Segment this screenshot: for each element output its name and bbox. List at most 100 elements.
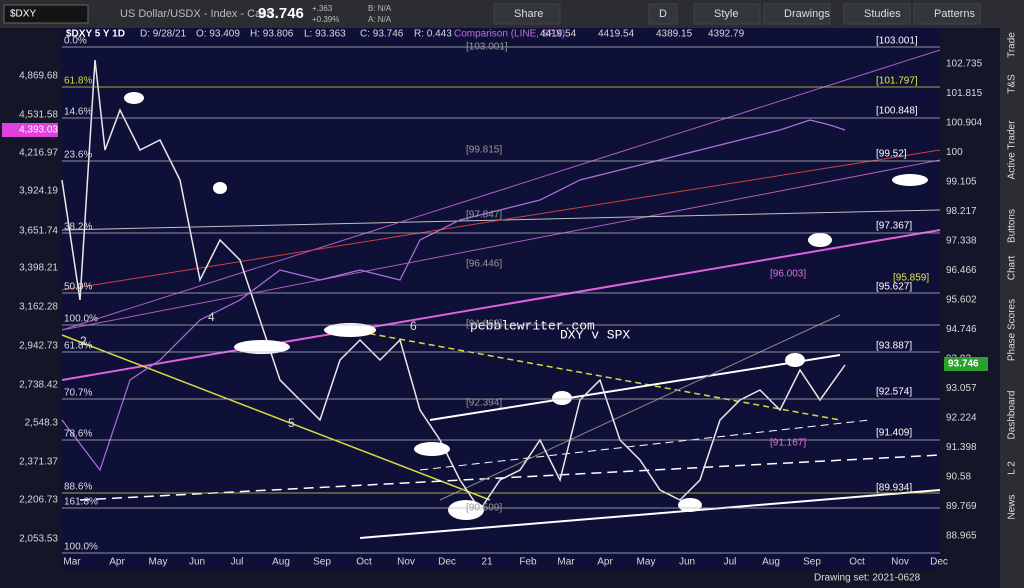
legend-symbol: $DXY 5 Y 1D (66, 29, 125, 40)
mid-label: [99.815] (466, 145, 502, 156)
trend-line (349, 329, 841, 421)
channel-line (359, 489, 941, 539)
marker (324, 323, 376, 337)
comparison-value: 4392.79 (708, 29, 745, 40)
toolbar-button-label[interactable]: Share (514, 8, 543, 20)
left-axis-label: 2,206.73 (19, 495, 58, 506)
toolbar-button[interactable] (493, 3, 561, 25)
x-axis-label: Jul (724, 557, 737, 568)
right-axis-label: 95.602 (946, 295, 977, 306)
x-axis-label: Aug (272, 557, 290, 568)
side-tab[interactable]: Active Trader (1007, 120, 1018, 180)
side-tab[interactable]: Trade (1007, 32, 1018, 58)
left-axis-label: 2,942.73 (19, 341, 58, 352)
right-axis-label: 93.057 (946, 383, 977, 394)
side-tab[interactable]: T&S (1007, 74, 1018, 94)
left-axis-label: 2,548.3 (25, 418, 59, 429)
right-axis-label: 97.338 (946, 236, 977, 247)
right-axis-label: 91.398 (946, 442, 977, 453)
wave-label: 4 (208, 310, 215, 324)
right-axis-label: 100.904 (946, 118, 983, 129)
channel-line (419, 419, 871, 471)
marker (414, 442, 450, 456)
comparison-value: 4419.54 (540, 29, 577, 40)
toolbar-button-label[interactable]: D (659, 8, 667, 20)
right-axis-label: 92.224 (946, 413, 977, 424)
x-axis-label: Feb (519, 557, 537, 568)
toolbar-button-label[interactable]: Studies (864, 8, 901, 20)
level-label: [96.003] (770, 269, 806, 280)
toolbar-button-label[interactable]: Patterns (934, 8, 975, 20)
fib-label: 38.2% (64, 222, 92, 233)
x-axis-label: Apr (109, 557, 125, 568)
level-label: [97.367] (876, 221, 912, 232)
x-axis-label: Apr (597, 557, 613, 568)
left-axis-label: 4,393.03 (19, 125, 58, 136)
channel-line (429, 354, 841, 421)
symbol-box[interactable] (3, 4, 89, 24)
mid-label: [103.001] (466, 42, 508, 53)
legend-high: H: 93.806 (250, 29, 294, 40)
x-axis-label: 21 (481, 557, 493, 568)
x-axis-label: Mar (63, 557, 81, 568)
marker (234, 340, 290, 354)
x-axis-label: Mar (557, 557, 575, 568)
wave-label: 6 (410, 319, 417, 333)
level-label: [103.001] (876, 36, 918, 47)
trend-line (61, 49, 941, 331)
fib-label: 61.8% (64, 76, 92, 87)
toolbar-button[interactable] (913, 3, 981, 25)
side-tab[interactable]: News (1007, 494, 1018, 519)
side-tab[interactable]: L 2 (1007, 461, 1018, 475)
side-tab[interactable]: Buttons (1007, 209, 1018, 243)
right-axis-label: 99.105 (946, 177, 977, 188)
mid-label: [96.446] (466, 259, 502, 270)
toolbar-button-label[interactable]: Style (714, 8, 738, 20)
x-axis-label: Dec (438, 557, 456, 568)
change: +.363 (312, 4, 333, 13)
bid: B: N/A (368, 4, 392, 13)
x-axis-label: Jun (189, 557, 205, 568)
axis-highlight (2, 123, 58, 137)
mid-label: [94.662] (466, 319, 502, 330)
level-label: [89.934] (876, 483, 912, 494)
plot-area (62, 28, 940, 570)
x-axis-label: Jun (679, 557, 695, 568)
right-axis-label: 100 (946, 147, 963, 158)
toolbar-button-label[interactable]: Drawings (784, 8, 830, 20)
fib-label: 88.6% (64, 482, 92, 493)
side-tab[interactable]: Chart (1007, 256, 1018, 281)
marker (552, 391, 572, 405)
change-pct: +0.39% (312, 15, 339, 24)
comparison-value: 4419.54 (598, 29, 635, 40)
channel-line (439, 314, 841, 501)
legend-range: R: 0.443 (414, 29, 452, 40)
level-label: [91.167] (770, 438, 806, 449)
x-axis-label: Dec (930, 557, 948, 568)
toolbar-button[interactable] (843, 3, 911, 25)
legend-close: C: 93.746 (360, 29, 404, 40)
side-panel (1000, 28, 1024, 588)
toolbar-button[interactable] (763, 3, 831, 25)
marker (892, 174, 928, 186)
footer-bar (0, 570, 1000, 588)
legend-low: L: 93.363 (304, 29, 346, 40)
x-axis-label: Sep (313, 557, 331, 568)
toolbar-button[interactable] (693, 3, 761, 25)
side-tab[interactable]: Dashboard (1007, 391, 1018, 440)
toolbar-button[interactable] (648, 3, 678, 25)
right-axis-label: 88.965 (946, 531, 977, 542)
right-axis-label: 102.735 (946, 59, 983, 70)
x-axis-label: Nov (891, 557, 909, 568)
mid-label: [97.847] (466, 210, 502, 221)
marker (213, 182, 227, 194)
x-axis-label: May (637, 557, 656, 568)
side-tab[interactable]: Phase Scores (1007, 299, 1018, 361)
symbol[interactable]: $DXY (10, 9, 36, 20)
left-axis (0, 28, 62, 570)
left-axis-label: 3,398.21 (19, 263, 58, 274)
x-axis-label: Sep (803, 557, 821, 568)
mid-label: [92.394] (466, 398, 502, 409)
comparison-value: 4389.15 (656, 29, 693, 40)
